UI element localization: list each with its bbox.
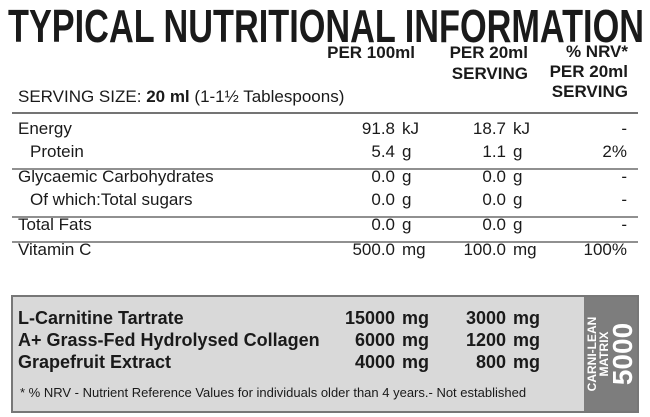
- row-name: Glycaemic Carbohydrates: [18, 167, 214, 186]
- badge-number: 5000: [607, 323, 638, 385]
- value: 0.0: [371, 190, 395, 209]
- column-header: PER 20ml: [450, 43, 528, 62]
- footnote: * % NRV - Nutrient Reference Values for …: [20, 385, 526, 400]
- unit: g: [513, 190, 522, 209]
- nrv: 2%: [602, 142, 627, 161]
- unit: mg: [513, 240, 537, 259]
- value: 0.0: [482, 190, 506, 209]
- row-name: Protein: [30, 142, 84, 161]
- value: 100.0: [463, 240, 506, 259]
- badge-text: CARNI-LEAN MATRIX 5000: [585, 317, 638, 392]
- unit: mg: [513, 352, 540, 372]
- badge-line: MATRIX: [597, 331, 611, 376]
- row-name: A+ Grass-Fed Hydrolysed Collagen: [18, 330, 320, 350]
- unit: mg: [513, 308, 540, 328]
- row-name: Grapefruit Extract: [18, 352, 171, 372]
- unit: mg: [402, 330, 429, 350]
- badge-line: CARNI-LEAN: [585, 317, 599, 392]
- value: 0.0: [482, 167, 506, 186]
- unit: g: [402, 190, 411, 209]
- value: 1.1: [482, 142, 506, 161]
- row-name: Vitamin C: [18, 240, 91, 259]
- column-header: % NRV*: [566, 42, 628, 61]
- value: 500.0: [352, 240, 395, 259]
- value: 91.8: [362, 119, 395, 138]
- unit: kJ: [513, 119, 530, 138]
- value: 0.0: [371, 215, 395, 234]
- unit: kJ: [402, 119, 419, 138]
- value: 4000: [355, 352, 395, 372]
- nrv: -: [621, 190, 627, 209]
- column-header: PER 20ml: [550, 62, 628, 81]
- value: 15000: [345, 308, 395, 328]
- value: 0.0: [482, 215, 506, 234]
- serving-label: SERVING SIZE:: [18, 87, 141, 106]
- nrv: -: [621, 167, 627, 186]
- unit: mg: [402, 308, 429, 328]
- row-name: Energy: [18, 119, 72, 138]
- unit: g: [402, 142, 411, 161]
- unit: g: [513, 215, 522, 234]
- serving-amount: 20 ml: [146, 87, 189, 106]
- unit: mg: [402, 352, 429, 372]
- unit: g: [513, 142, 522, 161]
- unit: g: [402, 215, 411, 234]
- serving-note: (1-1½ Tablespoons): [194, 87, 344, 106]
- unit: g: [402, 167, 411, 186]
- value: 3000: [466, 308, 506, 328]
- nrv: 100%: [584, 240, 627, 259]
- value: 800: [476, 352, 506, 372]
- value: 18.7: [473, 119, 506, 138]
- title: TYPICAL NUTRITIONAL INFORMATION: [8, 0, 644, 52]
- badge: [584, 297, 637, 411]
- column-header: SERVING: [552, 82, 628, 101]
- serving-size: SERVING SIZE: 20 ml (1-1½ Tablespoons): [18, 87, 344, 106]
- column-header: SERVING: [452, 64, 528, 83]
- value: 1200: [466, 330, 506, 350]
- row-name: Total Fats: [18, 215, 92, 234]
- value: 5.4: [371, 142, 395, 161]
- row-name: Of which:Total sugars: [30, 190, 193, 209]
- unit: g: [513, 167, 522, 186]
- unit: mg: [513, 330, 540, 350]
- row-name: L-Carnitine Tartrate: [18, 308, 184, 328]
- column-header: PER 100ml: [327, 43, 415, 62]
- value: 0.0: [371, 167, 395, 186]
- nrv: -: [621, 215, 627, 234]
- unit: mg: [402, 240, 426, 259]
- value: 6000: [355, 330, 395, 350]
- blend-box: [11, 295, 639, 413]
- nrv: -: [621, 119, 627, 138]
